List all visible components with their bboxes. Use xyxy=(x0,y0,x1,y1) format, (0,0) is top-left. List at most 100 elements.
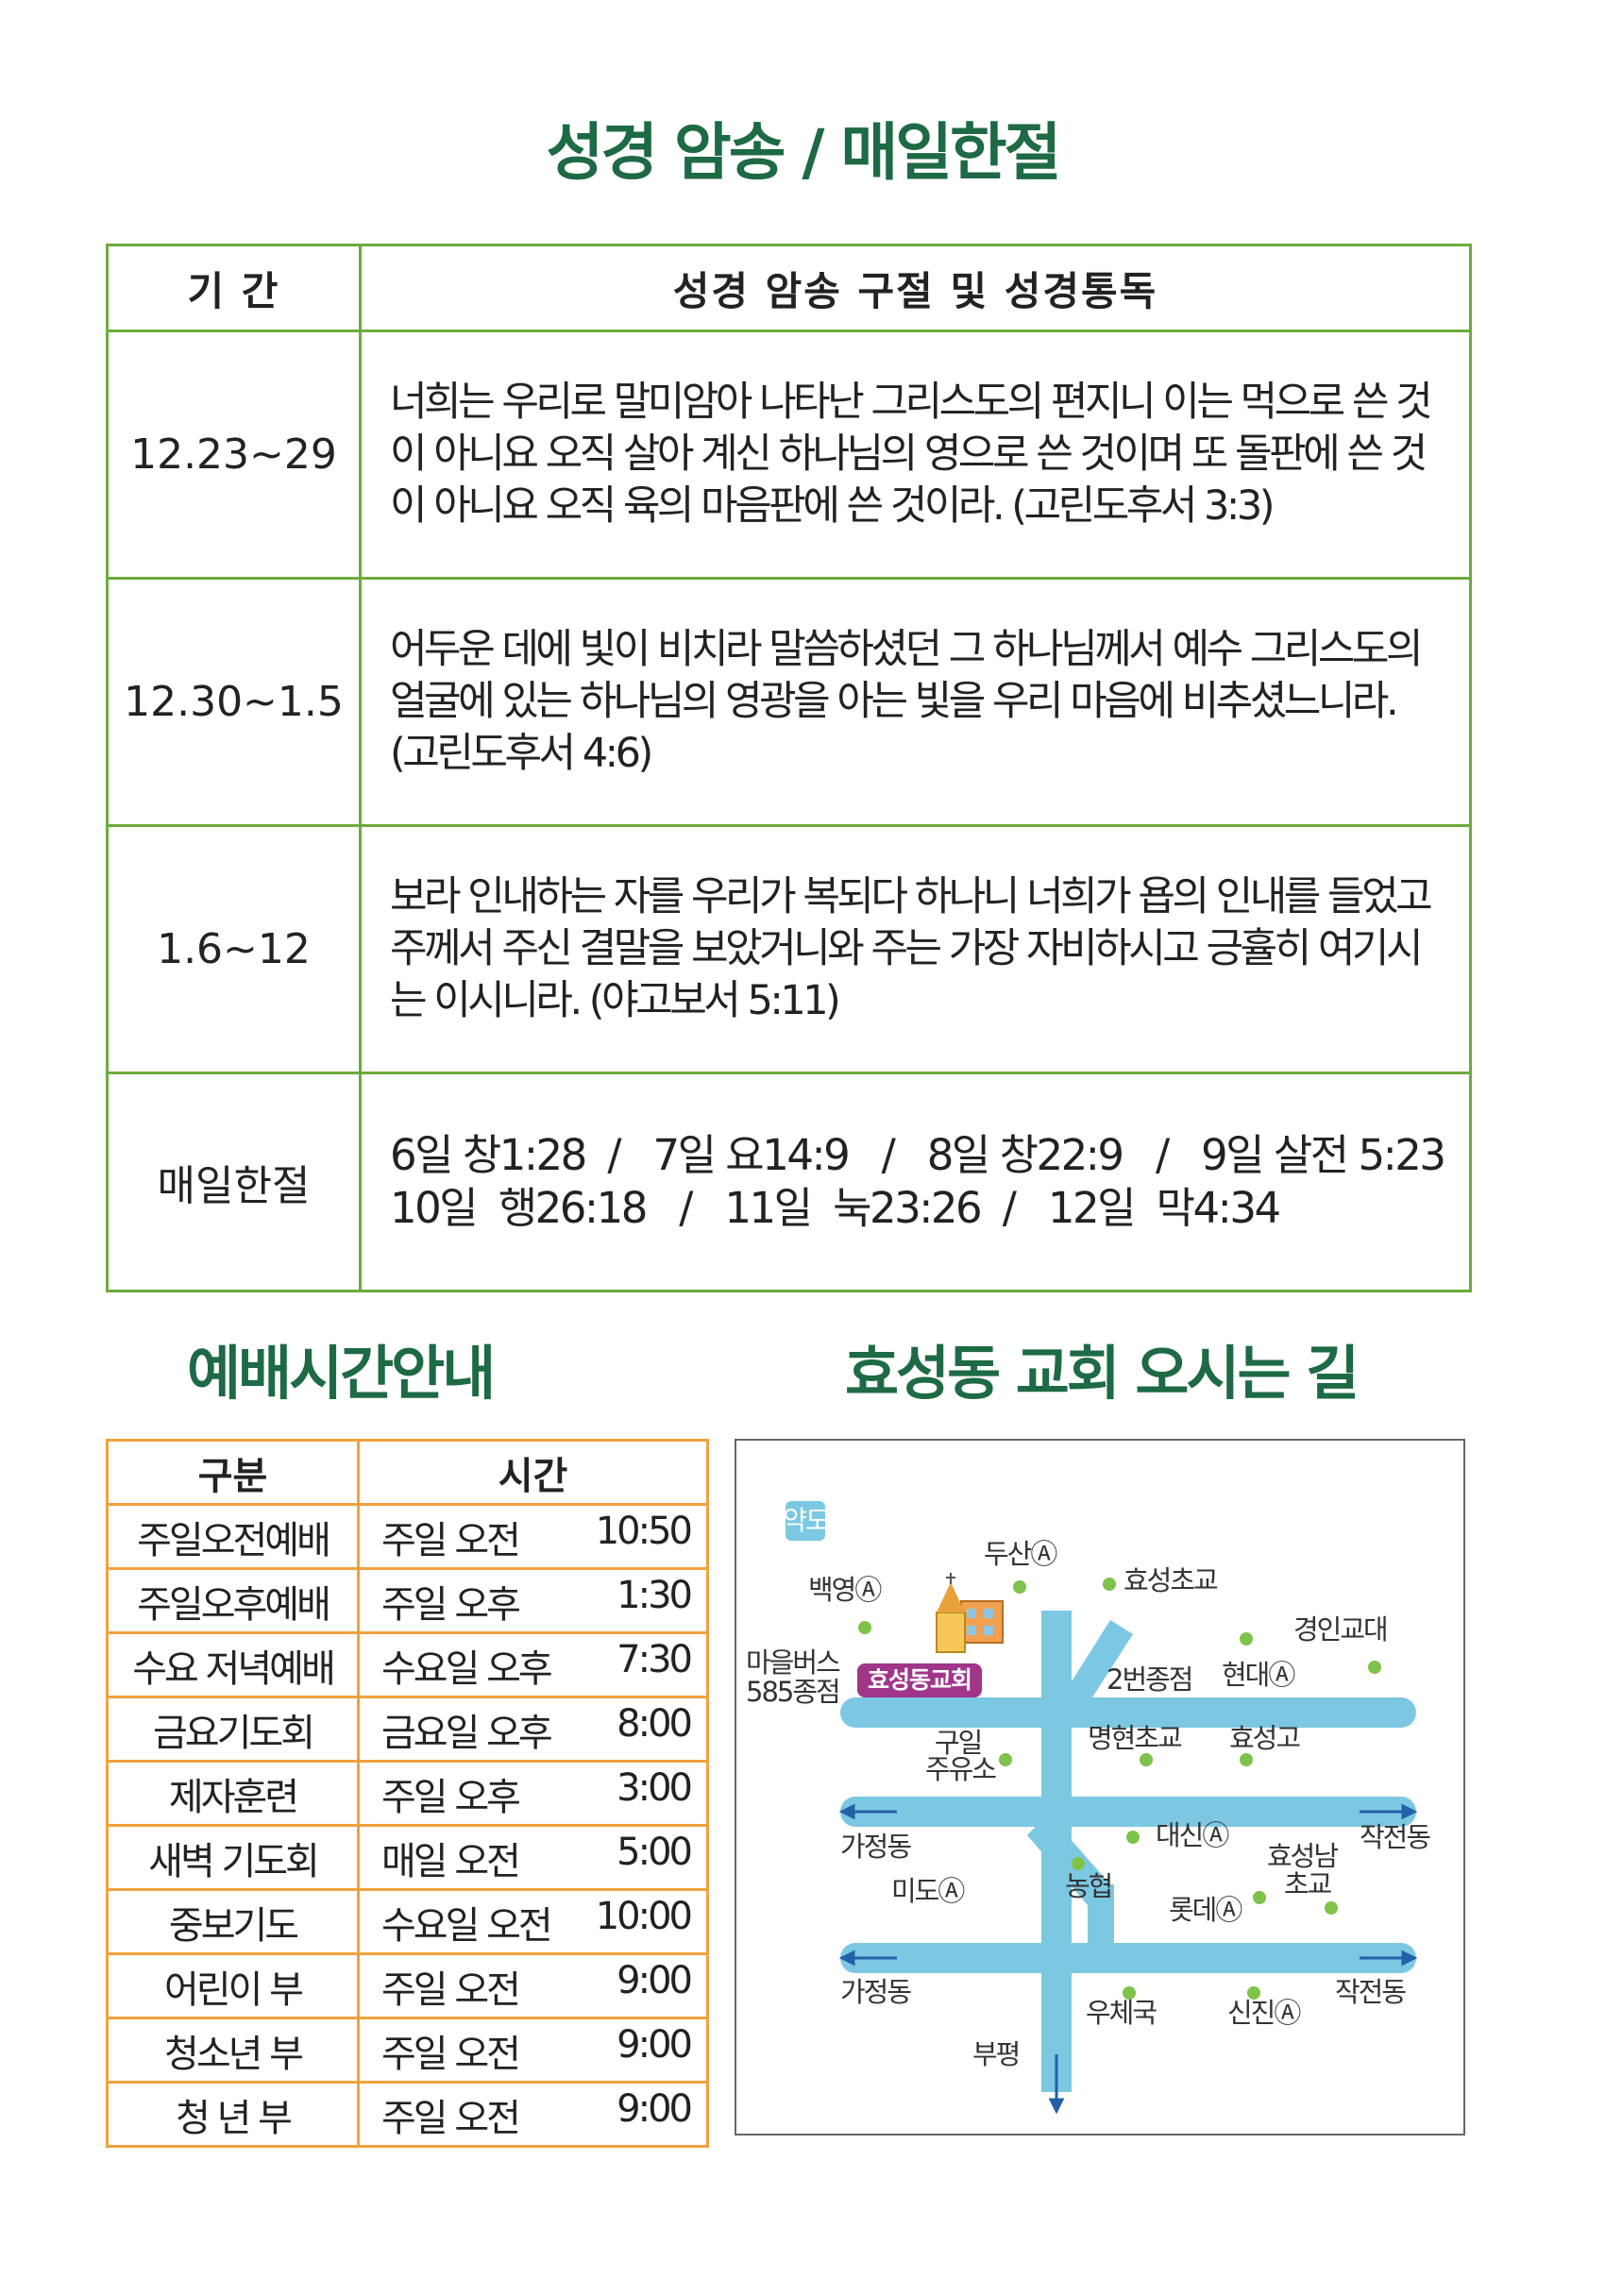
dot-icon xyxy=(1103,1578,1116,1591)
service-time: 주일 오전 9:00 xyxy=(361,1959,705,2014)
map-badge-text: 약도 xyxy=(783,1505,829,1536)
verse-text: 너희는 우리로 말미암아 나타난 그리스도의 편지니 이는 먹으로 쓴 것이 아… xyxy=(359,329,1472,580)
table-row: 어린이 부 주일 오전 9:00 xyxy=(106,1952,709,2019)
label-gyeongin: 경인교대 xyxy=(1293,1613,1387,1646)
service-time-cell: 매일 오전 5:00 xyxy=(357,1824,709,1891)
road-horizontal-1 xyxy=(840,1697,1416,1728)
label-daesin: 대신Ⓐ xyxy=(1156,1819,1229,1851)
table-row: 금요기도회 금요일 오후 8:00 xyxy=(106,1696,709,1763)
table-row: 주일오전예배 주일 오전 10:50 xyxy=(106,1503,709,1570)
service-day: 수요일 오후 xyxy=(381,1646,553,1691)
label-bus-line-2: 585종점 xyxy=(746,1676,839,1708)
service-time: 수요일 오후 7:30 xyxy=(361,1638,705,1693)
service-day: 주일 오전 xyxy=(381,2032,521,2076)
label-guil-line-2: 주유소 xyxy=(925,1753,996,1785)
table-row: 청 년 부 주일 오전 9:00 xyxy=(106,2081,709,2148)
service-time-cell: 수요일 오후 7:30 xyxy=(357,1631,709,1698)
label-hyoseong-elementary: 효성초교 xyxy=(1124,1564,1218,1596)
arrow-left-1-icon xyxy=(838,1803,897,1820)
label-gajeong-2: 가정동 xyxy=(840,1976,911,2008)
service-clock: 9:00 xyxy=(617,2022,693,2067)
period-cell: 12.30~1.5 xyxy=(106,577,362,827)
service-time-cell: 주일 오후 3:00 xyxy=(357,1760,709,1827)
dot-icon xyxy=(1013,1580,1026,1594)
service-name: 주일오후예배 xyxy=(106,1567,360,1634)
dot-icon xyxy=(1072,1857,1085,1870)
service-time: 금요일 오후 8:00 xyxy=(361,1702,705,1757)
service-name: 제자훈련 xyxy=(106,1760,360,1827)
dot-icon xyxy=(1240,1632,1253,1646)
label-myeonghyeon: 명현초교 xyxy=(1088,1722,1182,1754)
dot-icon xyxy=(1325,1901,1338,1915)
service-time: 주일 오후 3:00 xyxy=(361,1766,705,1821)
map-labels: 백영Ⓐ 두산Ⓐ 효성초교 경인교대 현대Ⓐ 마을버스 585종점 2번종점 구일… xyxy=(746,1538,1432,2070)
table-row: 제자훈련 주일 오후 3:00 xyxy=(106,1760,709,1827)
service-day: 금요일 오후 xyxy=(381,1711,553,1755)
dot-icon xyxy=(999,1753,1012,1766)
service-clock: 3:00 xyxy=(617,1765,693,1810)
service-time-cell: 주일 오전 9:00 xyxy=(357,1952,709,2019)
service-name: 어린이 부 xyxy=(106,1952,360,2019)
dot-icon xyxy=(1123,1986,1136,2000)
label-hyundai: 현대Ⓐ xyxy=(1222,1659,1295,1691)
dot-icon xyxy=(1247,1986,1260,2000)
service-time-cell: 주일 오전 10:50 xyxy=(357,1503,709,1570)
label-sinjin: 신진Ⓐ xyxy=(1227,1997,1301,2029)
verse-section-title: 성경 암송 / 매일한절 xyxy=(546,116,1062,189)
label-bupyeong: 부평 xyxy=(972,2038,1019,2070)
verse-header: 성경 암송 구절 및 성경통독 xyxy=(359,244,1472,332)
service-day: 주일 오전 xyxy=(381,1967,521,2012)
worship-section-title: 예배시간안내 xyxy=(187,1339,496,1408)
label-jakjeon-2: 작전동 xyxy=(1335,1976,1406,2008)
service-time: 수요일 오전 10:00 xyxy=(361,1895,705,1950)
table-row: 12.23~29 너희는 우리로 말미암아 나타난 그리스도의 편지니 이는 먹… xyxy=(106,329,1472,580)
label-lotte: 롯데Ⓐ xyxy=(1169,1894,1242,1926)
verse-text: 보라 인내하는 자를 우리가 복되다 하나니 너희가 욥의 인내를 들었고 주께… xyxy=(359,824,1472,1074)
service-clock: 9:00 xyxy=(617,2086,693,2131)
road-vertical-short xyxy=(1088,1884,1114,1960)
label-hyoseongnam-line-2: 초교 xyxy=(1284,1868,1332,1900)
daily-verse-line-2: 10일 행26:18 / 11일 눅23:26 / 12일 막4:34 xyxy=(390,1183,1281,1233)
label-hyoseong-high: 효성고 xyxy=(1229,1722,1300,1754)
period-cell: 12.23~29 xyxy=(106,329,362,580)
table-row: 중보기도 수요일 오전 10:00 xyxy=(106,1888,709,1955)
service-clock: 10:00 xyxy=(595,1894,693,1938)
service-time-cell: 주일 오전 9:00 xyxy=(357,2081,709,2148)
label-post-office: 우체국 xyxy=(1086,1997,1157,2029)
table-row: 수요 저녁예배 수요일 오후 7:30 xyxy=(106,1631,709,1698)
label-mido: 미도Ⓐ xyxy=(891,1875,965,1907)
daily-verse-row: 매일한절 6일 창1:28 / 7일 요14:9 / 8일 창22:9 / 9일… xyxy=(106,1072,1472,1292)
daily-verse-line-1: 6일 창1:28 / 7일 요14:9 / 8일 창22:9 / 9일 살전 5… xyxy=(390,1130,1446,1180)
service-day: 주일 오전 xyxy=(381,1518,521,1562)
service-day: 수요일 오전 xyxy=(381,1903,553,1948)
map-canvas: 효성동교회 약도 백영Ⓐ 두산Ⓐ 효성초교 경인교대 현대Ⓐ 마을버스 585종… xyxy=(746,1501,1432,2115)
service-clock: 5:00 xyxy=(617,1830,693,1874)
service-time: 주일 오전 9:00 xyxy=(361,2087,705,2142)
label-bus-2: 2번종점 xyxy=(1107,1663,1192,1696)
arrow-right-1-icon xyxy=(1360,1803,1418,1820)
label-baekyeong: 백영Ⓐ xyxy=(808,1574,882,1606)
dot-icon xyxy=(858,1621,871,1634)
service-name: 청 년 부 xyxy=(106,2081,360,2148)
dot-icon xyxy=(1368,1661,1381,1674)
label-bus-line-1: 마을버스 xyxy=(746,1646,840,1679)
church-name: 효성동교회 xyxy=(868,1666,971,1694)
service-time: 주일 오전 9:00 xyxy=(361,2023,705,2078)
category-header: 구분 xyxy=(106,1439,360,1506)
church-building-icon xyxy=(936,1573,1004,1653)
road-horizontal-3 xyxy=(840,1943,1416,1973)
service-clock: 7:30 xyxy=(617,1637,693,1681)
service-time-cell: 수요일 오전 10:00 xyxy=(357,1888,709,1955)
service-clock: 1:30 xyxy=(617,1573,693,1617)
table-row: 1.6~12 보라 인내하는 자를 우리가 복되다 하나니 너희가 욥의 인내를… xyxy=(106,824,1472,1074)
road-horizontal-2 xyxy=(840,1797,1416,1827)
church-tag: 효성동교회 xyxy=(857,1663,982,1697)
road-diagonal-lower xyxy=(1027,1814,1110,1905)
arrow-down-icon xyxy=(1048,2054,1065,2115)
service-time-cell: 주일 오후 1:30 xyxy=(357,1567,709,1634)
table-row: 12.30~1.5 어두운 데에 빛이 비치라 말씀하셨던 그 하나님께서 예수… xyxy=(106,577,1472,827)
directions-map: 효성동교회 약도 백영Ⓐ 두산Ⓐ 효성초교 경인교대 현대Ⓐ 마을버스 585종… xyxy=(735,1439,1465,2136)
arrow-left-2-icon xyxy=(838,1950,897,1967)
period-cell: 1.6~12 xyxy=(106,824,362,1074)
label-gajeong-1: 가정동 xyxy=(840,1831,911,1863)
